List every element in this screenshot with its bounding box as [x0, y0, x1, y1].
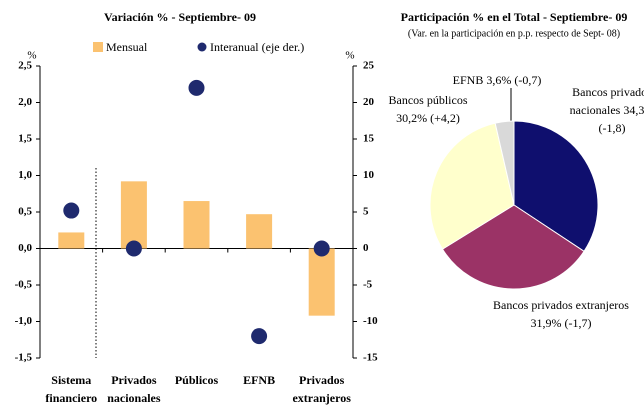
y-tick-label: -1,0	[15, 315, 33, 327]
y-tick-label: 1,5	[18, 133, 32, 145]
y-tick-label: 2,5	[18, 60, 32, 72]
pie-label: Bancos privados nacionales 34,3% (-1,8)	[562, 83, 644, 137]
dot	[63, 202, 80, 219]
x-tick-text: Sistema financiero	[45, 373, 98, 405]
x-tick-text: Privados extranjeros	[292, 373, 351, 405]
y-tick-label: 2,0	[18, 96, 32, 108]
y-tick-label: 1,0	[18, 169, 32, 181]
x-tick-text: EFNB	[243, 373, 276, 387]
y-tick-label: -1,5	[15, 352, 33, 364]
y2-tick-label: 15	[363, 133, 375, 145]
x-tick-text: Públicos	[174, 373, 219, 387]
pie-label-change: (-1,8)	[598, 121, 626, 135]
pie-label-value: 34,3%	[623, 103, 644, 117]
bar	[58, 232, 85, 249]
y2-tick-label: -5	[363, 279, 373, 291]
y2-tick-label: 5	[363, 206, 369, 218]
x-tick-label: EFNB	[223, 371, 295, 389]
y2-tick-label: -10	[363, 315, 378, 327]
pie-label-change: (-1,7)	[564, 316, 592, 330]
pie-label-value: 31,9%	[530, 316, 562, 330]
bar	[120, 181, 147, 249]
pie-label-name: Bancos públicos	[388, 93, 468, 107]
pie-slice	[441, 204, 585, 290]
x-tick-label: Privados extranjeros	[286, 371, 358, 406]
x-tick-label: Públicos	[161, 371, 233, 389]
pie-slice	[429, 122, 515, 250]
pie-label-change: (+4,2)	[430, 111, 460, 125]
y-tick-label: 0,5	[18, 206, 32, 218]
dot	[313, 240, 330, 257]
legend-swatch	[93, 42, 103, 52]
legend-swatch	[197, 42, 207, 52]
pie-label-name: Bancos privados nacionales	[569, 85, 644, 117]
x-tick-label: Sistema financiero	[35, 371, 107, 406]
bar	[308, 248, 335, 316]
y2-tick-label: 0	[363, 242, 369, 254]
pie-label-value: 3,6%	[486, 73, 512, 87]
pie-label: EFNB 3,6% (-0,7)	[430, 71, 564, 89]
legend-label: Mensual	[106, 40, 148, 54]
x-tick-text: Privados nacionales	[107, 373, 161, 405]
bar	[183, 201, 210, 249]
dot	[125, 240, 142, 257]
pie-label-value: 30,2%	[396, 111, 428, 125]
dot	[251, 328, 268, 345]
dot	[188, 79, 205, 96]
y2-tick-label: 20	[363, 96, 375, 108]
pie-label-name: Bancos privados extranjeros	[493, 298, 629, 312]
y-tick-label: -0,5	[15, 279, 33, 291]
x-tick-label: Privados nacionales	[98, 371, 170, 406]
pie-label: Bancos públicos 30,2% (+4,2)	[385, 91, 471, 127]
legend-label: Interanual (eje der.)	[210, 40, 304, 54]
y-tick-label: 0,0	[18, 242, 32, 254]
chart-subtitle: (Var. en la participación en p.p. respec…	[408, 28, 620, 39]
y-axis-label: %	[27, 50, 36, 62]
y2-tick-label: 10	[363, 169, 375, 181]
y2-axis-label: %	[345, 50, 354, 62]
y2-tick-label: 25	[363, 60, 375, 72]
pie-label-name: EFNB	[452, 73, 484, 87]
pie-slice	[494, 120, 515, 206]
bar	[246, 214, 273, 249]
y2-tick-label: -15	[363, 352, 378, 364]
pie-label: Bancos privados extranjeros 31,9% (-1,7)	[480, 296, 642, 332]
pie-label-change: (-0,7)	[514, 73, 542, 87]
chart-title: Variación % - Septiembre- 09	[104, 10, 256, 24]
chart-title: Participación % en el Total - Septiembre…	[401, 10, 628, 24]
